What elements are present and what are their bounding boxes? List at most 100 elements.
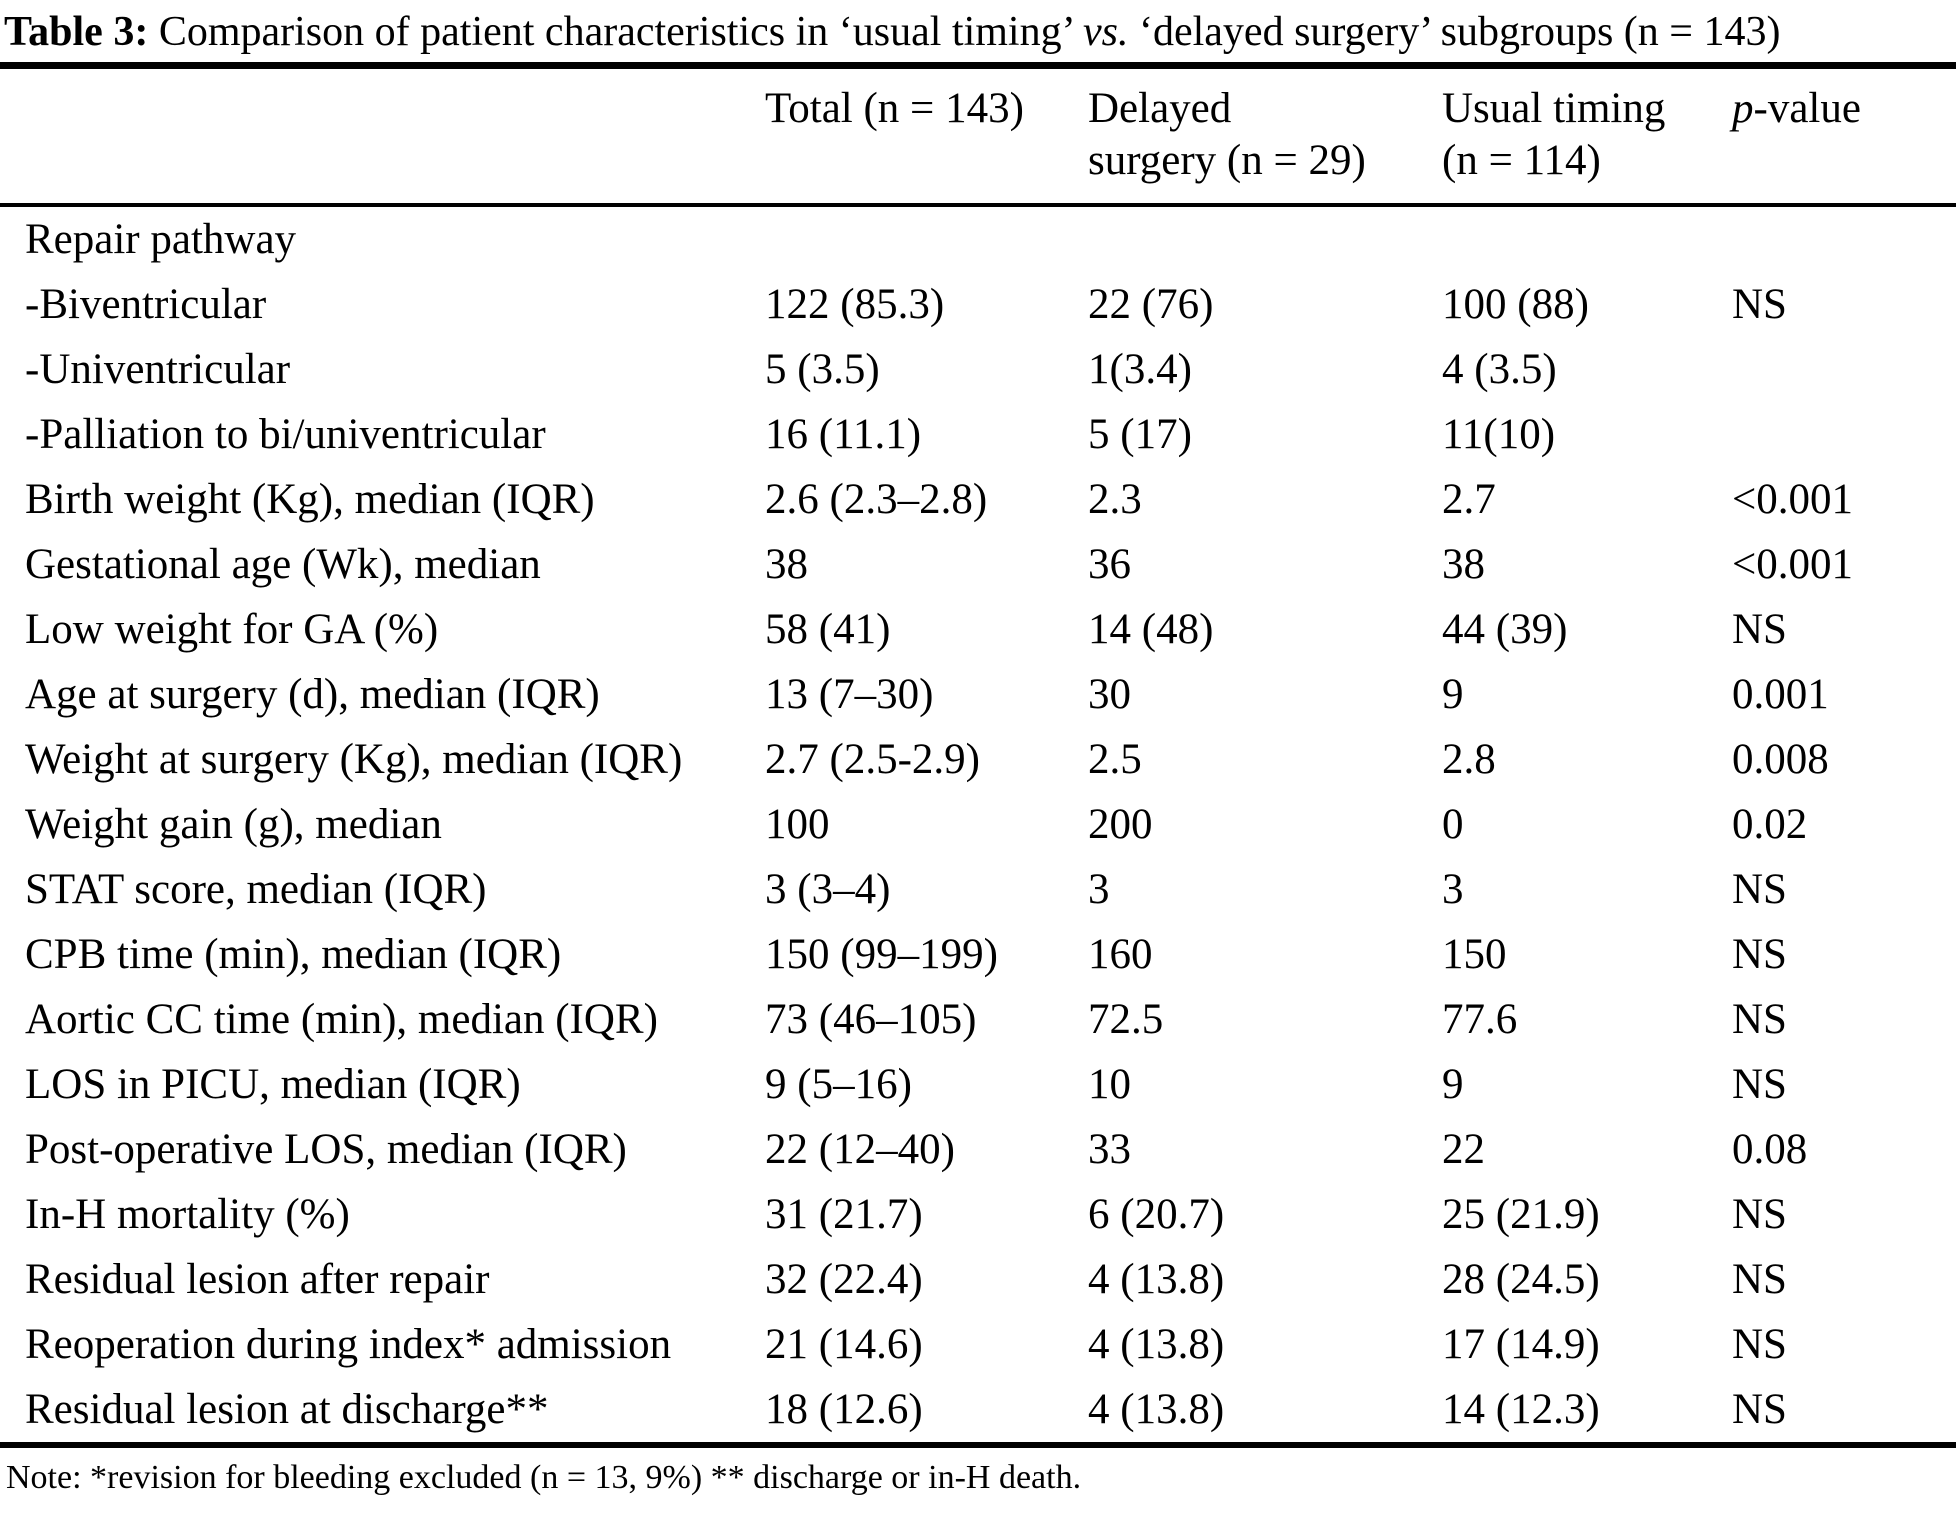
label-cell: LOS in PICU, median (IQR) xyxy=(25,1061,521,1108)
pvalue-cell: NS xyxy=(1732,606,1787,653)
label-cell: -Univentricular xyxy=(25,346,291,393)
total-cell: 9 (5–16) xyxy=(765,1061,912,1108)
usual-header-line1: Usual timing xyxy=(1442,85,1666,132)
patient-characteristics-table: Total (n = 143) Delayed surgery (n = 29) … xyxy=(0,62,1956,1448)
table-row-stat-score: STAT score, median (IQR) 3 (3–4) 3 3 NS xyxy=(0,857,1956,922)
usual-cell: 14 (12.3) xyxy=(1442,1377,1732,1448)
delayed-header-line2: surgery (n = 29) xyxy=(1088,137,1366,184)
total-cell: 32 (22.4) xyxy=(765,1256,923,1303)
pvalue-header-italic-p: p xyxy=(1732,85,1754,132)
usual-cell: 4 (3.5) xyxy=(1442,346,1557,393)
total-cell: 58 (41) xyxy=(765,606,891,653)
usual-cell: 44 (39) xyxy=(1442,606,1568,653)
header-row: Total (n = 143) Delayed surgery (n = 29) … xyxy=(0,62,1956,207)
table-row-postop-los: Post-operative LOS, median (IQR) 22 (12–… xyxy=(0,1117,1956,1182)
delayed-cell: 5 (17) xyxy=(1088,411,1192,458)
label-cell: Low weight for GA (%) xyxy=(25,606,439,653)
usual-cell: 22 xyxy=(1442,1126,1485,1173)
usual-cell: 38 xyxy=(1442,541,1485,588)
delayed-cell: 10 xyxy=(1088,1061,1131,1108)
pvalue-cell xyxy=(1732,402,1956,467)
table-row-residual-lesion-discharge: Residual lesion at discharge** 18 (12.6)… xyxy=(0,1377,1956,1448)
table-row-repair-pathway: Repair pathway xyxy=(0,205,1956,272)
pvalue-header-rest: -value xyxy=(1753,85,1861,132)
label-cell: In-H mortality (%) xyxy=(25,1191,350,1238)
column-header-usual-timing: Usual timing (n = 114) xyxy=(1442,62,1732,207)
column-header-total: Total (n = 143) xyxy=(765,62,1088,207)
usual-cell: 28 (24.5) xyxy=(1442,1256,1600,1303)
delayed-cell: 4 (13.8) xyxy=(1088,1321,1225,1368)
total-cell: 122 (85.3) xyxy=(765,281,945,328)
table-row-low-weight-ga: Low weight for GA (%) 58 (41) 14 (48) 44… xyxy=(0,597,1956,662)
total-cell: 18 (12.6) xyxy=(765,1377,1088,1448)
table-row-age-at-surgery: Age at surgery (d), median (IQR) 13 (7–3… xyxy=(0,662,1956,727)
pvalue-cell: NS xyxy=(1732,1377,1956,1448)
total-cell: 38 xyxy=(765,541,808,588)
table-row-weight-at-surgery: Weight at surgery (Kg), median (IQR) 2.7… xyxy=(0,727,1956,792)
caption-text-after-vs: ‘delayed surgery’ subgroups (n = 143) xyxy=(1138,9,1781,55)
delayed-cell: 1(3.4) xyxy=(1088,346,1192,393)
usual-cell: 100 (88) xyxy=(1442,281,1589,328)
usual-cell: 150 xyxy=(1442,931,1507,978)
delayed-cell: 30 xyxy=(1088,671,1131,718)
total-cell: 100 xyxy=(765,801,830,848)
label-cell: Residual lesion after repair xyxy=(25,1256,490,1303)
table-row-residual-lesion-repair: Residual lesion after repair 32 (22.4) 4… xyxy=(0,1247,1956,1312)
label-cell: Weight at surgery (Kg), median (IQR) xyxy=(25,736,683,783)
label-cell: Residual lesion at discharge** xyxy=(0,1377,765,1448)
pvalue-cell: NS xyxy=(1732,866,1787,913)
table-row-univentricular: -Univentricular 5 (3.5) 1(3.4) 4 (3.5) xyxy=(0,337,1956,402)
delayed-cell: 200 xyxy=(1088,801,1153,848)
usual-cell: 17 (14.9) xyxy=(1442,1321,1600,1368)
total-cell xyxy=(765,205,1088,272)
label-cell: Gestational age (Wk), median xyxy=(25,541,541,588)
usual-cell: 25 (21.9) xyxy=(1442,1191,1600,1238)
label-cell: Age at surgery (d), median (IQR) xyxy=(25,671,600,718)
pvalue-cell xyxy=(1732,337,1956,402)
total-cell: 22 (12–40) xyxy=(765,1126,955,1173)
delayed-cell: 22 (76) xyxy=(1088,281,1214,328)
usual-cell: 0 xyxy=(1442,801,1464,848)
table-row-birth-weight: Birth weight (Kg), median (IQR) 2.6 (2.3… xyxy=(0,467,1956,532)
total-cell: 150 (99–199) xyxy=(765,931,998,978)
pvalue-cell: <0.001 xyxy=(1732,476,1854,523)
table-row-biventricular: -Biventricular 122 (85.3) 22 (76) 100 (8… xyxy=(0,272,1956,337)
pvalue-cell: 0.008 xyxy=(1732,736,1829,783)
delayed-header-line1: Delayed xyxy=(1088,85,1232,132)
delayed-cell: 3 xyxy=(1088,866,1110,913)
delayed-cell: 6 (20.7) xyxy=(1088,1191,1225,1238)
total-cell: 73 (46–105) xyxy=(765,996,977,1043)
table-row-los-picu: LOS in PICU, median (IQR) 9 (5–16) 10 9 … xyxy=(0,1052,1956,1117)
table-row-reoperation: Reoperation during index* admission 21 (… xyxy=(0,1312,1956,1377)
total-cell: 2.6 (2.3–2.8) xyxy=(765,476,988,523)
total-cell: 2.7 (2.5-2.9) xyxy=(765,736,980,783)
label-cell: -Palliation to bi/univentricular xyxy=(25,411,546,458)
label-cell: Aortic CC time (min), median (IQR) xyxy=(25,996,658,1043)
pvalue-cell: NS xyxy=(1732,931,1787,978)
total-cell: 13 (7–30) xyxy=(765,671,934,718)
usual-cell: 2.7 xyxy=(1442,476,1496,523)
pvalue-cell: NS xyxy=(1732,1061,1787,1108)
table-row-palliation: -Palliation to bi/univentricular 16 (11.… xyxy=(0,402,1956,467)
table-row-weight-gain: Weight gain (g), median 100 200 0 0.02 xyxy=(0,792,1956,857)
label-cell: STAT score, median (IQR) xyxy=(25,866,487,913)
table-number: Table 3: xyxy=(4,9,149,55)
delayed-cell: 160 xyxy=(1088,931,1153,978)
table-row-cpb-time: CPB time (min), median (IQR) 150 (99–199… xyxy=(0,922,1956,987)
label-cell: Reoperation during index* admission xyxy=(25,1321,672,1368)
pvalue-cell: NS xyxy=(1732,996,1787,1043)
pvalue-cell: NS xyxy=(1732,1321,1787,1368)
pvalue-cell: NS xyxy=(1732,281,1787,328)
usual-cell: 77.6 xyxy=(1442,996,1518,1043)
usual-cell: 9 xyxy=(1442,671,1464,718)
table-header: Total (n = 143) Delayed surgery (n = 29) … xyxy=(0,62,1956,207)
total-header-label: Total (n = 143) xyxy=(765,85,1024,132)
table-body: Repair pathway -Biventricular 122 (85.3)… xyxy=(0,205,1956,1448)
total-cell: 21 (14.6) xyxy=(765,1321,923,1368)
delayed-cell: 36 xyxy=(1088,541,1131,588)
pvalue-cell: <0.001 xyxy=(1732,541,1854,588)
pvalue-cell: 0.08 xyxy=(1732,1126,1808,1173)
delayed-cell: 33 xyxy=(1088,1126,1131,1173)
pvalue-cell xyxy=(1732,205,1956,272)
